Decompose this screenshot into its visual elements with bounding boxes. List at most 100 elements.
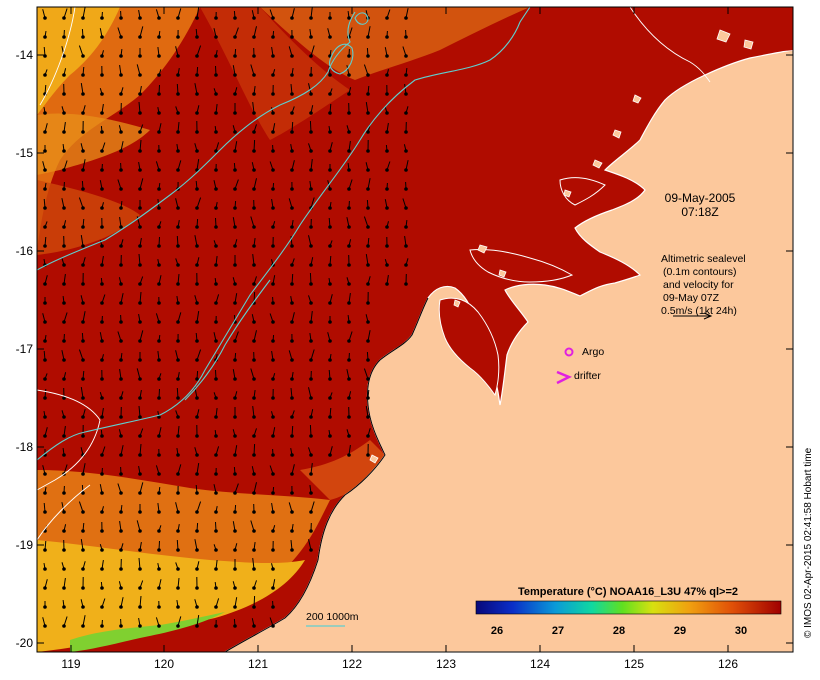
velocity-arrow-origin: [328, 73, 332, 77]
colorbar-title: Temperature (°C) NOAA16_L3U 47% ql>=2: [518, 586, 738, 598]
velocity-arrow: [253, 139, 256, 152]
velocity-arrow-origin: [62, 624, 66, 628]
velocity-arrow-origin: [43, 472, 47, 476]
velocity-arrow-origin: [347, 320, 351, 324]
velocity-arrow-origin: [233, 491, 237, 495]
velocity-arrow: [196, 45, 202, 57]
velocity-arrow-origin: [290, 225, 294, 229]
velocity-arrow-origin: [271, 396, 275, 400]
velocity-arrow-origin: [81, 339, 85, 343]
velocity-arrow-origin: [347, 301, 351, 305]
velocity-arrow-origin: [176, 225, 180, 229]
velocity-arrow-origin: [328, 187, 332, 191]
velocity-arrow-origin: [62, 206, 66, 210]
velocity-arrow-origin: [81, 92, 85, 96]
velocity-arrow-origin: [366, 263, 370, 267]
velocity-arrow-origin: [119, 73, 123, 77]
velocity-arrow-origin: [366, 130, 370, 134]
velocity-arrow-origin: [366, 187, 370, 191]
velocity-arrow-origin: [81, 415, 85, 419]
velocity-arrow-origin: [271, 16, 275, 20]
velocity-arrow: [80, 539, 84, 551]
velocity-arrow-origin: [271, 510, 275, 514]
x-axis: 119 120 121 122 123 124 125 126: [61, 7, 738, 671]
velocity-arrow-origin: [233, 54, 237, 58]
velocity-arrow-origin: [100, 263, 104, 267]
velocity-arrow-origin: [62, 358, 66, 362]
velocity-arrow-origin: [385, 168, 389, 172]
velocity-arrow-origin: [385, 111, 389, 115]
velocity-arrow-origin: [385, 35, 389, 39]
velocity-arrow-origin: [195, 358, 199, 362]
velocity-arrow-origin: [328, 16, 332, 20]
velocity-arrow-origin: [404, 187, 408, 191]
velocity-arrow-origin: [366, 111, 370, 115]
drifter-marker: [556, 370, 573, 385]
velocity-arrow-origin: [309, 491, 313, 495]
velocity-arrow-origin: [309, 73, 313, 77]
velocity-arrow-origin: [195, 301, 199, 305]
velocity-arrow-origin: [271, 624, 275, 628]
velocity-arrow-origin: [214, 529, 218, 533]
timestamp-time: 07:18Z: [681, 205, 718, 219]
velocity-arrow-origin: [252, 73, 256, 77]
velocity-arrow-origin: [366, 415, 370, 419]
velocity-arrow-origin: [347, 168, 351, 172]
velocity-arrow-origin: [43, 35, 47, 39]
velocity-arrow-origin: [214, 605, 218, 609]
velocity-arrow-origin: [176, 453, 180, 457]
velocity-arrow-origin: [81, 605, 85, 609]
velocity-arrow-origin: [62, 225, 66, 229]
velocity-arrow-origin: [347, 149, 351, 153]
velocity-arrow-origin: [404, 263, 408, 267]
velocity-arrow-origin: [385, 263, 389, 267]
velocity-arrow-origin: [271, 415, 275, 419]
velocity-arrow-origin: [81, 472, 85, 476]
argo-marker: [564, 347, 574, 357]
velocity-arrow-origin: [119, 624, 123, 628]
colorbar-tick-label: 26: [491, 625, 503, 637]
velocity-arrow-origin: [214, 16, 218, 20]
velocity-arrow-origin: [119, 529, 123, 533]
velocity-arrow-origin: [62, 168, 66, 172]
velocity-arrow-origin: [328, 225, 332, 229]
velocity-arrow-origin: [195, 453, 199, 457]
velocity-arrow-origin: [328, 168, 332, 172]
velocity-arrow-origin: [81, 35, 85, 39]
velocity-arrow: [252, 102, 255, 114]
velocity-arrow-origin: [138, 339, 142, 343]
velocity-arrow-origin: [43, 244, 47, 248]
velocity-arrow-origin: [157, 35, 161, 39]
velocity-arrow-origin: [62, 415, 66, 419]
velocity-arrow-origin: [404, 206, 408, 210]
velocity-arrow-origin: [385, 282, 389, 286]
velocity-arrow-origin: [328, 415, 332, 419]
velocity-arrow-origin: [290, 187, 294, 191]
velocity-arrow-origin: [119, 491, 123, 495]
velocity-arrow-origin: [271, 35, 275, 39]
velocity-arrow: [194, 83, 198, 95]
velocity-arrow-origin: [157, 73, 161, 77]
sea-cool-mid: [37, 180, 140, 255]
velocity-arrow-origin: [233, 453, 237, 457]
x-tick-label: 123: [436, 657, 456, 671]
velocity-arrow-origin: [176, 35, 180, 39]
velocity-arrow-origin: [290, 73, 294, 77]
velocity-arrow-origin: [195, 415, 199, 419]
velocity-arrow-origin: [309, 35, 313, 39]
velocity-arrow-origin: [252, 130, 256, 134]
sea-cool-northband: [37, 113, 150, 175]
velocity-arrow-origin: [195, 491, 199, 495]
velocity-arrow-origin: [290, 548, 294, 552]
velocity-arrow-origin: [100, 320, 104, 324]
velocity-arrow-origin: [43, 320, 47, 324]
velocity-arrow-origin: [366, 54, 370, 58]
velocity-arrow-origin: [309, 510, 313, 514]
velocity-arrow-origin: [366, 320, 370, 324]
velocity-arrow-origin: [62, 377, 66, 381]
velocity-arrow-origin: [176, 244, 180, 248]
velocity-arrow-origin: [119, 225, 123, 229]
velocity-arrow-origin: [252, 586, 256, 590]
velocity-arrow-origin: [176, 472, 180, 476]
velocity-arrow: [365, 254, 369, 266]
